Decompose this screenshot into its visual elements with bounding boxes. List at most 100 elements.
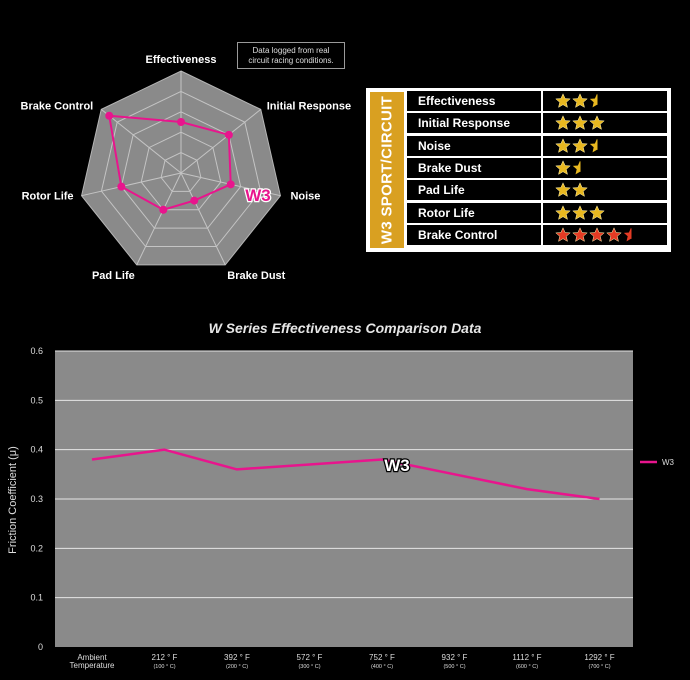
radar-axis-label: Initial Response	[267, 100, 351, 112]
rating-stars	[543, 180, 667, 201]
radar-spoke	[100, 109, 182, 174]
radar-series-badge: W3	[245, 186, 271, 205]
radar-grid-ring	[160, 152, 202, 192]
y-axis-label: Friction Coefficient (μ)	[7, 446, 19, 554]
x-tick-sublabel: Temperature	[70, 661, 115, 670]
line-series-badge: W3	[384, 456, 410, 475]
y-tick-label: 0	[38, 642, 43, 652]
rating-row: Initial Response	[407, 113, 667, 134]
radar-axis-label: Noise	[290, 191, 320, 203]
data-note-line2: circuit racing conditions.	[248, 56, 334, 65]
radar-point	[190, 196, 199, 205]
half-star-icon	[623, 227, 632, 242]
half-star-icon	[589, 93, 598, 108]
radar-chart: Effectiveness Initial Response Noise Brake …	[21, 54, 352, 282]
radar-series-line	[108, 114, 232, 211]
y-tick-label: 0.6	[30, 346, 43, 356]
rating-row: Brake Control	[407, 224, 667, 245]
x-tick-sublabel: (400 ° C)	[371, 664, 393, 670]
radar-grid-ring	[140, 131, 222, 211]
radar-axis-label: Brake Control	[21, 100, 94, 112]
star-icon	[572, 182, 588, 198]
star-icon	[572, 137, 588, 153]
star-icon	[589, 115, 605, 131]
x-tick-label: 572 ° F	[297, 653, 323, 662]
radar-point	[159, 205, 168, 214]
radar-point	[224, 130, 233, 139]
y-tick-label: 0.4	[30, 445, 43, 455]
radar-point	[105, 111, 114, 120]
radar-point	[177, 118, 185, 126]
star-icon	[555, 226, 571, 242]
x-tick-sublabel: (200 ° C)	[226, 664, 248, 670]
star-icon	[606, 226, 622, 242]
y-tick-label: 0.3	[30, 494, 43, 504]
rating-label: Noise	[407, 135, 541, 156]
rating-stars	[543, 157, 667, 178]
star-icon	[555, 137, 571, 153]
x-tick-sublabel: (100 ° C)	[153, 664, 175, 670]
rating-row: Noise	[407, 135, 667, 156]
legend-label: W3	[662, 458, 675, 467]
star-icon	[555, 204, 571, 220]
x-tick-sublabel: (600 ° C)	[516, 664, 538, 670]
rating-label: Brake Dust	[407, 157, 541, 178]
x-tick-label: Ambient	[77, 653, 107, 662]
rating-label: Initial Response	[407, 113, 541, 134]
x-tick-label: 1292 ° F	[584, 653, 614, 662]
rating-row: Pad Life	[407, 180, 667, 201]
radar-grid-ring	[120, 111, 242, 229]
star-icon	[555, 93, 571, 108]
radar-spoke	[180, 109, 262, 174]
x-tick-label: 1112 ° F	[512, 653, 541, 662]
series-line-w3	[91, 448, 600, 501]
rating-stars	[543, 91, 667, 111]
rating-stars	[543, 224, 667, 245]
rating-label: Pad Life	[407, 180, 541, 201]
y-tick-label: 0.2	[30, 543, 43, 553]
chart-title: W Series Effectiveness Comparison Data	[208, 320, 482, 336]
half-star-icon	[572, 160, 581, 175]
rating-stars	[543, 202, 667, 223]
rating-row: Brake Dust	[407, 157, 667, 178]
radar-axis-label: Effectiveness	[146, 54, 217, 66]
star-icon	[555, 115, 571, 131]
radar-point	[117, 182, 126, 191]
star-icon	[589, 226, 605, 242]
rating-brand-label: W3 SPORT/CIRCUIT	[378, 95, 396, 245]
x-tick-sublabel: (500 ° C)	[443, 664, 465, 670]
x-tick-label: 392 ° F	[224, 653, 250, 662]
x-tick-label: 932 ° F	[442, 653, 468, 662]
x-tick-label: 212 ° F	[152, 653, 178, 662]
star-icon	[572, 226, 588, 242]
radar-spoke	[81, 172, 182, 197]
radar-point	[226, 180, 235, 189]
radar-spoke	[180, 172, 226, 266]
x-tick-label: 752 ° F	[369, 653, 395, 662]
rating-stars	[543, 135, 667, 156]
rating-label: Effectiveness	[407, 91, 541, 111]
data-note: Data logged from real circuit racing con…	[237, 42, 345, 69]
radar-spoke	[136, 172, 182, 266]
rating-label: Brake Control	[407, 224, 541, 245]
star-icon	[572, 204, 588, 220]
x-tick-sublabel: (300 ° C)	[298, 664, 320, 670]
radar-axis-label: Rotor Life	[22, 191, 74, 203]
star-icon	[555, 182, 571, 198]
rating-brand: W3 SPORT/CIRCUIT	[370, 92, 404, 248]
rating-row: Effectiveness	[407, 91, 667, 111]
y-tick-label: 0.1	[30, 593, 43, 603]
rating-stars	[543, 113, 667, 134]
x-tick-sublabel: (700 ° C)	[588, 664, 610, 670]
y-tick-label: 0.5	[30, 395, 43, 405]
star-icon	[572, 93, 588, 108]
star-icon	[572, 115, 588, 131]
rating-card: W3 SPORT/CIRCUIT Effectiveness Initial Re…	[366, 88, 671, 252]
star-icon	[589, 204, 605, 220]
star-icon	[555, 160, 571, 175]
rating-label: Rotor Life	[407, 202, 541, 223]
radar-axis-label: Brake Dust	[227, 270, 285, 282]
rating-row: Rotor Life	[407, 202, 667, 223]
